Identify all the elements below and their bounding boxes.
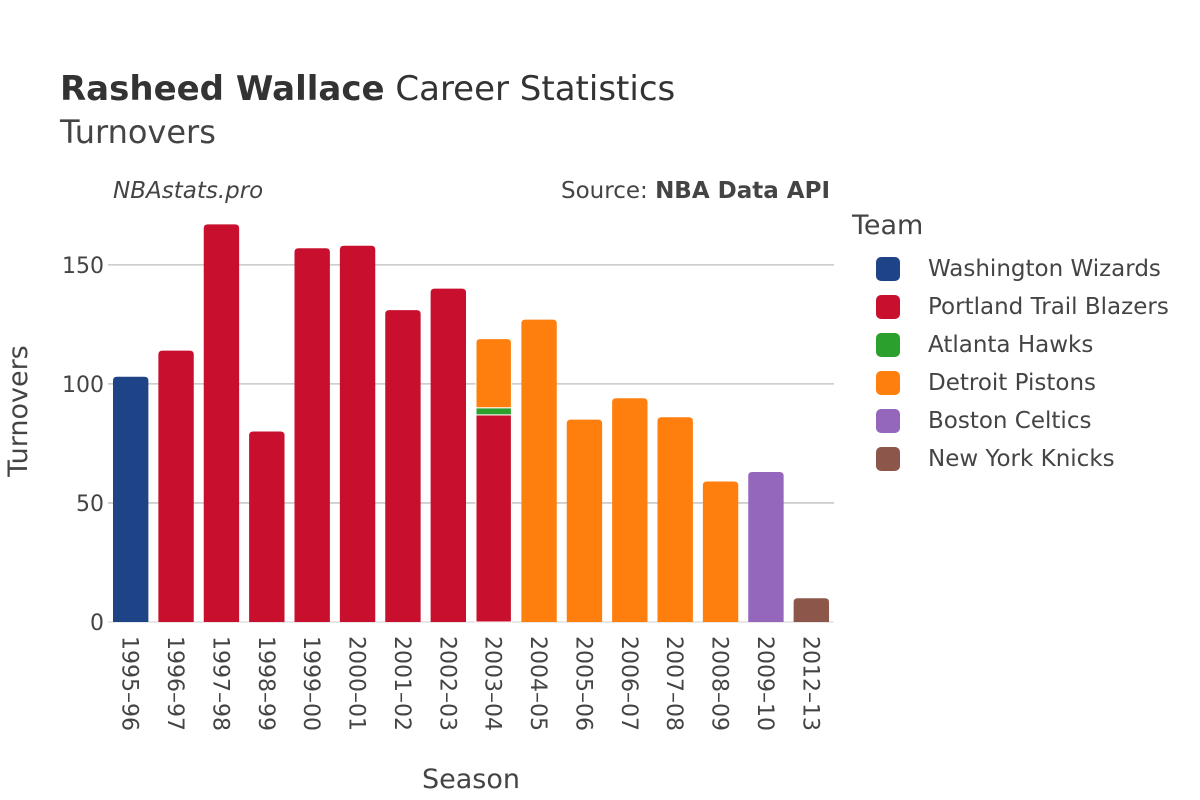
bar-1999–00-portland-trail-blazers [294, 248, 330, 622]
chart-title: Rasheed Wallace Career Statistics [60, 68, 675, 110]
legend-label: New York Knicks [928, 446, 1115, 472]
source-text: Source: NBA Data API [561, 178, 830, 204]
legend-label: Portland Trail Blazers [928, 294, 1169, 320]
y-tick-labels: 0 50 100 150 [62, 254, 104, 636]
y-tick-label: 50 [76, 492, 104, 517]
x-axis-title: Season [422, 764, 520, 795]
bar-1996–97-portland-trail-blazers [158, 350, 194, 622]
legend-swatch [876, 447, 900, 471]
legend-swatch [876, 409, 900, 433]
legend-label: Atlanta Hawks [928, 332, 1094, 358]
bar-1998–99-portland-trail-blazers [249, 431, 285, 622]
legend-swatch [876, 257, 900, 281]
legend-label: Detroit Pistons [928, 370, 1097, 396]
chart-subtitle: Turnovers [60, 113, 216, 151]
x-tick-label: 2001–02 [389, 636, 414, 731]
bar-2009–10-boston-celtics [748, 472, 784, 622]
legend-item[interactable]: Detroit Pistons [876, 364, 1169, 402]
bar-1997–98-portland-trail-blazers [203, 224, 240, 622]
source-prefix: Source: [561, 178, 656, 204]
bars [112, 224, 830, 623]
x-tick-label: 2004–05 [525, 636, 550, 731]
legend: Washington Wizards Portland Trail Blazers… [876, 250, 1169, 478]
x-tick-label: 1999–00 [298, 636, 323, 731]
legend-item[interactable]: Atlanta Hawks [876, 326, 1169, 364]
legend-item[interactable]: New York Knicks [876, 440, 1169, 478]
legend-title: Team [852, 210, 924, 241]
bar-2007–08-detroit-pistons [657, 417, 693, 622]
x-tick-labels: 1995–96 1996–97 1997–98 1998–99 1999–00 2000–… [117, 636, 823, 731]
bar-2002–03-portland-trail-blazers [430, 288, 467, 622]
legend-item[interactable]: Boston Celtics [876, 402, 1169, 440]
x-tick-label: 1995–96 [117, 636, 142, 731]
bar-2003–04-atlanta-hawks [475, 407, 512, 416]
x-tick-label: 1998–99 [253, 636, 278, 731]
x-tick-label: 2009–10 [752, 636, 777, 731]
x-tick-label: 2002–03 [434, 636, 459, 731]
legend-item[interactable]: Washington Wizards [876, 250, 1169, 288]
bar-2003–04-portland-trail-blazers [475, 414, 512, 623]
bar-2001–02-portland-trail-blazers [385, 310, 421, 622]
x-tick-label: 2006–07 [616, 636, 641, 731]
x-tick-label: 1997–98 [207, 636, 232, 731]
bar-1995–96-washington-wizards [112, 376, 149, 622]
bar-2000–01-portland-trail-blazers [339, 245, 376, 623]
legend-item[interactable]: Portland Trail Blazers [876, 288, 1169, 326]
x-tick-label: 2000–01 [344, 636, 369, 731]
y-tick-label: 0 [90, 611, 104, 636]
bar-2006–07-detroit-pistons [612, 398, 648, 622]
legend-label: Boston Celtics [928, 408, 1092, 434]
x-tick-label: 2005–06 [570, 636, 595, 731]
x-tick-label: 2012–13 [797, 636, 822, 731]
y-tick-label: 150 [62, 254, 104, 279]
x-tick-label: 1996–97 [162, 636, 187, 731]
bar-2005–06-detroit-pistons [566, 419, 603, 622]
x-tick-label: 2007–08 [661, 636, 686, 731]
bar-2012–13-new-york-knicks [793, 598, 830, 622]
legend-label: Washington Wizards [928, 256, 1161, 282]
legend-swatch [876, 333, 900, 357]
credit-text: NBAstats.pro [113, 178, 264, 204]
chart-title-bold: Rasheed Wallace [60, 69, 385, 109]
bar-2003–04-detroit-pistons [475, 338, 512, 409]
y-tick-label: 100 [62, 373, 104, 398]
bar-2008–09-detroit-pistons [702, 481, 739, 622]
legend-swatch [876, 295, 900, 319]
chart-title-rest: Career Statistics [384, 69, 676, 109]
legend-swatch [876, 371, 900, 395]
y-axis-title: Turnovers [3, 345, 34, 478]
x-tick-label: 2008–09 [707, 636, 732, 731]
x-tick-label: 2003–04 [480, 636, 505, 731]
source-name: NBA Data API [655, 178, 830, 204]
bar-2004–05-detroit-pistons [521, 319, 557, 622]
